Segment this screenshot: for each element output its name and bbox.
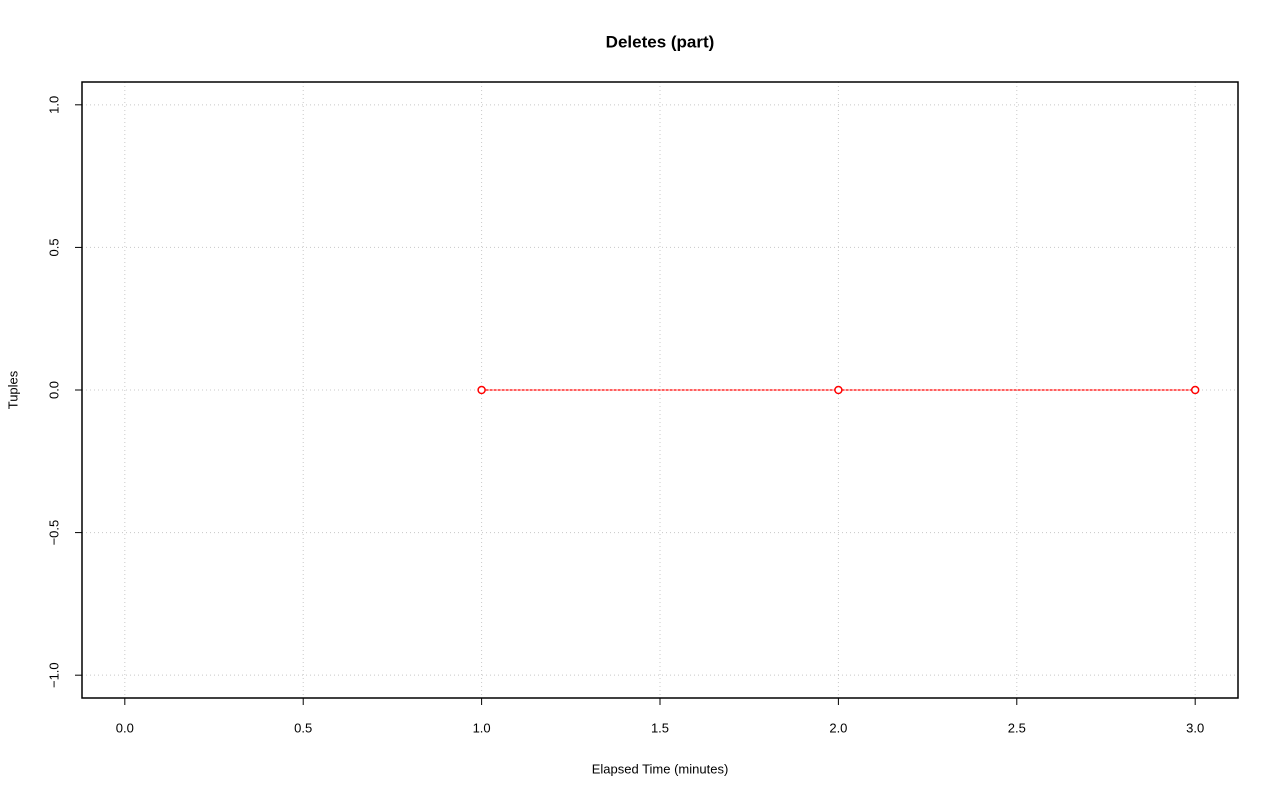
x-tick-label: 0.0 [116,720,134,735]
x-tick-label: 3.0 [1186,720,1204,735]
y-tick-label: −0.5 [46,520,61,546]
y-tick-label: 0.0 [46,381,61,399]
y-axis-label: Tuples [5,370,20,409]
data-point [1190,385,1200,395]
x-tick-label: 1.5 [651,720,669,735]
x-tick-label: 1.0 [473,720,491,735]
x-tick-label: 2.5 [1008,720,1026,735]
y-tick-label: −1.0 [46,662,61,688]
x-tick-label: 2.0 [829,720,847,735]
y-tick-label: 1.0 [46,96,61,114]
x-tick-label: 0.5 [294,720,312,735]
chart-title: Deletes (part) [606,32,715,51]
plot-frame [81,81,1239,699]
data-point [834,385,843,395]
y-tick-label: 0.5 [46,238,61,256]
data-point [477,385,486,395]
x-axis-label: Elapsed Time (minutes) [592,761,729,776]
